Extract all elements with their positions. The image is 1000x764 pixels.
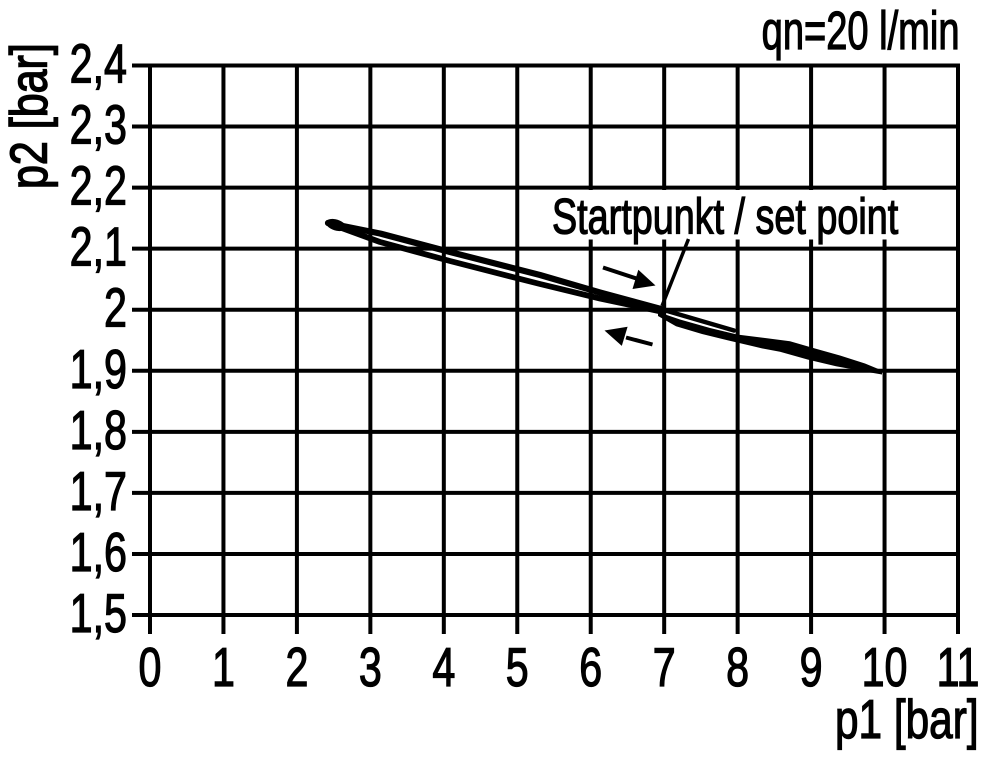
svg-text:10: 10	[862, 637, 908, 698]
svg-text:1,9: 1,9	[70, 339, 127, 400]
svg-text:3: 3	[359, 637, 382, 698]
svg-text:9: 9	[800, 637, 823, 698]
svg-text:2,2: 2,2	[70, 156, 127, 217]
svg-text:p2 [bar]: p2 [bar]	[1, 43, 59, 189]
svg-text:8: 8	[726, 637, 749, 698]
svg-text:2,3: 2,3	[70, 95, 127, 156]
svg-text:1,6: 1,6	[70, 522, 127, 583]
svg-text:5: 5	[506, 637, 529, 698]
svg-text:1,8: 1,8	[70, 400, 127, 461]
svg-text:2,4: 2,4	[70, 34, 127, 95]
svg-text:0: 0	[139, 637, 162, 698]
svg-text:qn=20 l/min: qn=20 l/min	[762, 0, 960, 60]
svg-text:6: 6	[579, 637, 602, 698]
svg-text:11: 11	[937, 637, 980, 698]
svg-text:2: 2	[104, 278, 127, 339]
svg-text:1,7: 1,7	[70, 461, 127, 522]
svg-text:2,1: 2,1	[70, 217, 127, 278]
svg-text:1: 1	[212, 637, 235, 698]
svg-text:1,5: 1,5	[70, 583, 127, 644]
svg-text:4: 4	[432, 637, 455, 698]
svg-text:p1 [bar]: p1 [bar]	[835, 690, 979, 751]
svg-text:2: 2	[285, 637, 308, 698]
svg-text:7: 7	[653, 637, 676, 698]
svg-text:Startpunkt / set point: Startpunkt / set point	[552, 189, 898, 244]
